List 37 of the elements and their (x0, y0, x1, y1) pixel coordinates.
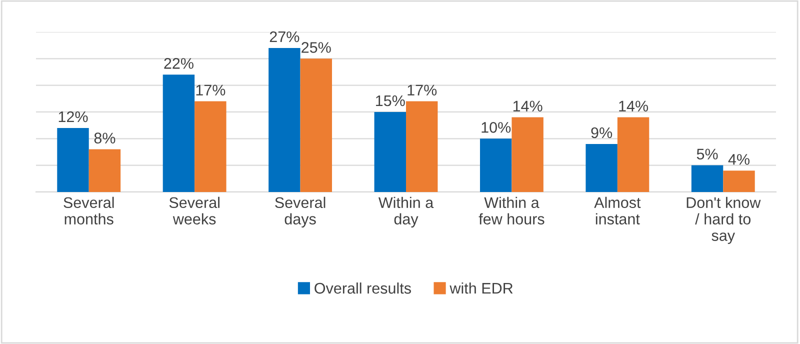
bar (691, 165, 724, 192)
bar (300, 58, 332, 192)
x-tick-label: Don't know / hard to say (686, 196, 761, 244)
bar (586, 144, 618, 192)
bar (268, 48, 300, 192)
bar (723, 170, 755, 192)
data-label: 9% (591, 127, 612, 138)
bar (617, 117, 650, 192)
bar (374, 112, 406, 192)
legend-label: with EDR (450, 282, 513, 294)
data-label: 17% (196, 84, 226, 96)
bar (512, 117, 544, 192)
x-tick-label: Several days (275, 196, 326, 228)
bar (162, 74, 195, 192)
data-label: 15% (376, 95, 405, 106)
data-label: 14% (619, 100, 648, 112)
bar (406, 101, 438, 192)
data-label: 22% (164, 58, 194, 69)
data-label: 10% (482, 122, 511, 133)
bar (194, 101, 226, 192)
data-label: 17% (408, 84, 437, 96)
bar (480, 138, 512, 192)
x-tick-label: Several months (64, 196, 114, 224)
x-tick-label: Almost instant (594, 196, 641, 224)
data-label: 25% (302, 42, 331, 53)
data-label: 4% (728, 154, 750, 165)
x-tick-label: Within a few hours (478, 196, 544, 224)
data-label: 14% (513, 100, 542, 112)
data-label: 8% (94, 132, 116, 144)
bar (88, 149, 121, 192)
data-label: 5% (696, 148, 718, 160)
x-tick-label: Within a day (378, 196, 434, 228)
data-label: 12% (58, 111, 88, 122)
bar (57, 128, 89, 192)
data-label: 27% (270, 31, 300, 42)
legend-label: Overall results (314, 282, 411, 294)
x-tick-label: Several weeks (169, 196, 220, 224)
